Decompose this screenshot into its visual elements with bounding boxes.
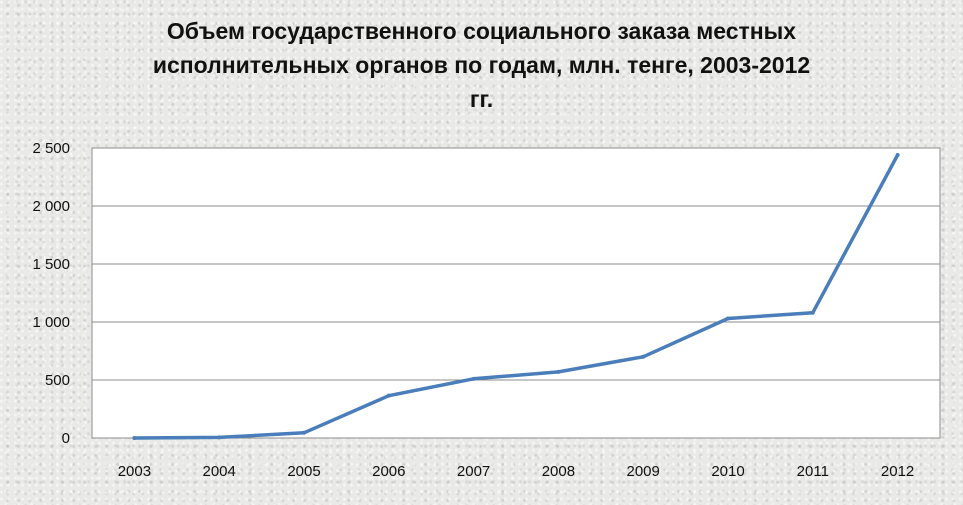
data-point [302, 430, 306, 435]
x-tick-label: 2006 [372, 463, 405, 480]
y-tick-label: 1 000 [32, 314, 70, 331]
x-tick-label: 2004 [203, 463, 236, 480]
data-point [471, 376, 476, 381]
data-point [217, 435, 222, 440]
y-tick-label: 0 [62, 430, 70, 447]
y-tick-label: 2 000 [32, 198, 70, 215]
plot-area [91, 147, 941, 439]
series-line [132, 153, 900, 440]
data-point [132, 436, 137, 440]
x-tick-label: 2011 [797, 463, 829, 480]
data-point [895, 152, 900, 157]
chart-title-line-2: исполнительных органов по годам, млн. те… [152, 52, 811, 78]
chart-title-line-3: гг. [469, 86, 494, 112]
data-point [726, 316, 730, 321]
x-tick-label: 2005 [287, 463, 320, 480]
x-tick-label: 2010 [711, 463, 744, 480]
y-tick-label: 1 500 [32, 256, 70, 273]
data-point [641, 354, 646, 359]
data-point [556, 369, 561, 374]
data-point [386, 393, 391, 398]
y-tick-label: 500 [45, 372, 70, 389]
x-tick-label: 2007 [457, 463, 490, 480]
data-point [810, 310, 815, 315]
x-tick-label: 2008 [542, 463, 575, 480]
x-tick-label: 2003 [118, 463, 151, 480]
x-tick-label: 2009 [627, 463, 660, 480]
y-tick-label: 2 500 [32, 140, 70, 157]
chart-title: Объем государственного социального заказ… [0, 14, 963, 116]
x-tick-label: 2012 [881, 463, 914, 480]
chart-title-line-1: Объем государственного социального заказ… [166, 18, 797, 44]
